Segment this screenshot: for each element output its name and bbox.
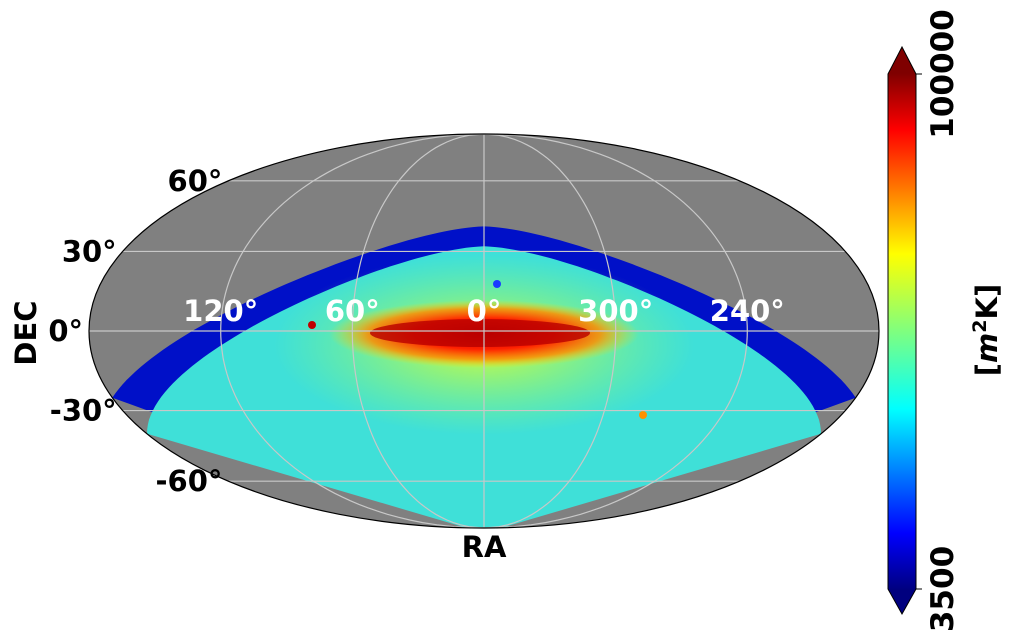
- cold-spot: [493, 280, 501, 288]
- colorbar-min-extension: [888, 589, 916, 614]
- dec-tick-label: 0°: [48, 314, 83, 348]
- galactic-plane-core: [370, 319, 590, 347]
- hot-spot: [308, 321, 316, 329]
- graticule: [89, 134, 879, 528]
- ra-tick-label: 300°: [578, 294, 653, 328]
- dec-tick-label: -60°: [155, 464, 222, 498]
- ra-tick-labels: 120° 60° 0° 300° 240°: [183, 294, 785, 328]
- ra-grid-line: [351, 134, 485, 528]
- x-axis-label: RA: [462, 530, 507, 564]
- map-outline: [88, 133, 880, 529]
- dec-tick-labels: 60° 30° 0° -30° -60°: [48, 164, 222, 498]
- y-axis-label: DEC: [9, 300, 43, 365]
- source-spot: [639, 411, 647, 419]
- ra-tick-label: 120°: [183, 294, 258, 328]
- ra-tick-label: 0°: [467, 294, 502, 328]
- colorbar: 100000 3500 [m2K]: [887, 9, 1004, 632]
- ra-grid-line: [220, 134, 485, 528]
- colorbar-gradient: [888, 73, 916, 590]
- ra-grid-line: [483, 134, 617, 528]
- mollweide-map: [88, 133, 880, 529]
- colorbar-label: [m2K]: [969, 284, 1004, 376]
- colorbar-label-unit: m: [970, 333, 1004, 363]
- dec-tick-label: -30°: [50, 394, 117, 428]
- ra-tick-label: 60°: [325, 294, 380, 328]
- dec-tick-label: 60°: [168, 164, 223, 198]
- colorbar-label-exponent: 2: [969, 320, 991, 333]
- colorbar-max-extension: [888, 47, 916, 74]
- colorbar-max-label: 100000: [925, 9, 961, 138]
- ra-tick-label: 240°: [710, 294, 785, 328]
- colorbar-min-label: 3500: [925, 546, 961, 632]
- ra-grid-line: [483, 134, 748, 528]
- dec-tick-label: 30°: [62, 234, 117, 268]
- colorbar-label-close: K]: [970, 284, 1004, 320]
- colorbar-label-open: [: [970, 363, 1004, 376]
